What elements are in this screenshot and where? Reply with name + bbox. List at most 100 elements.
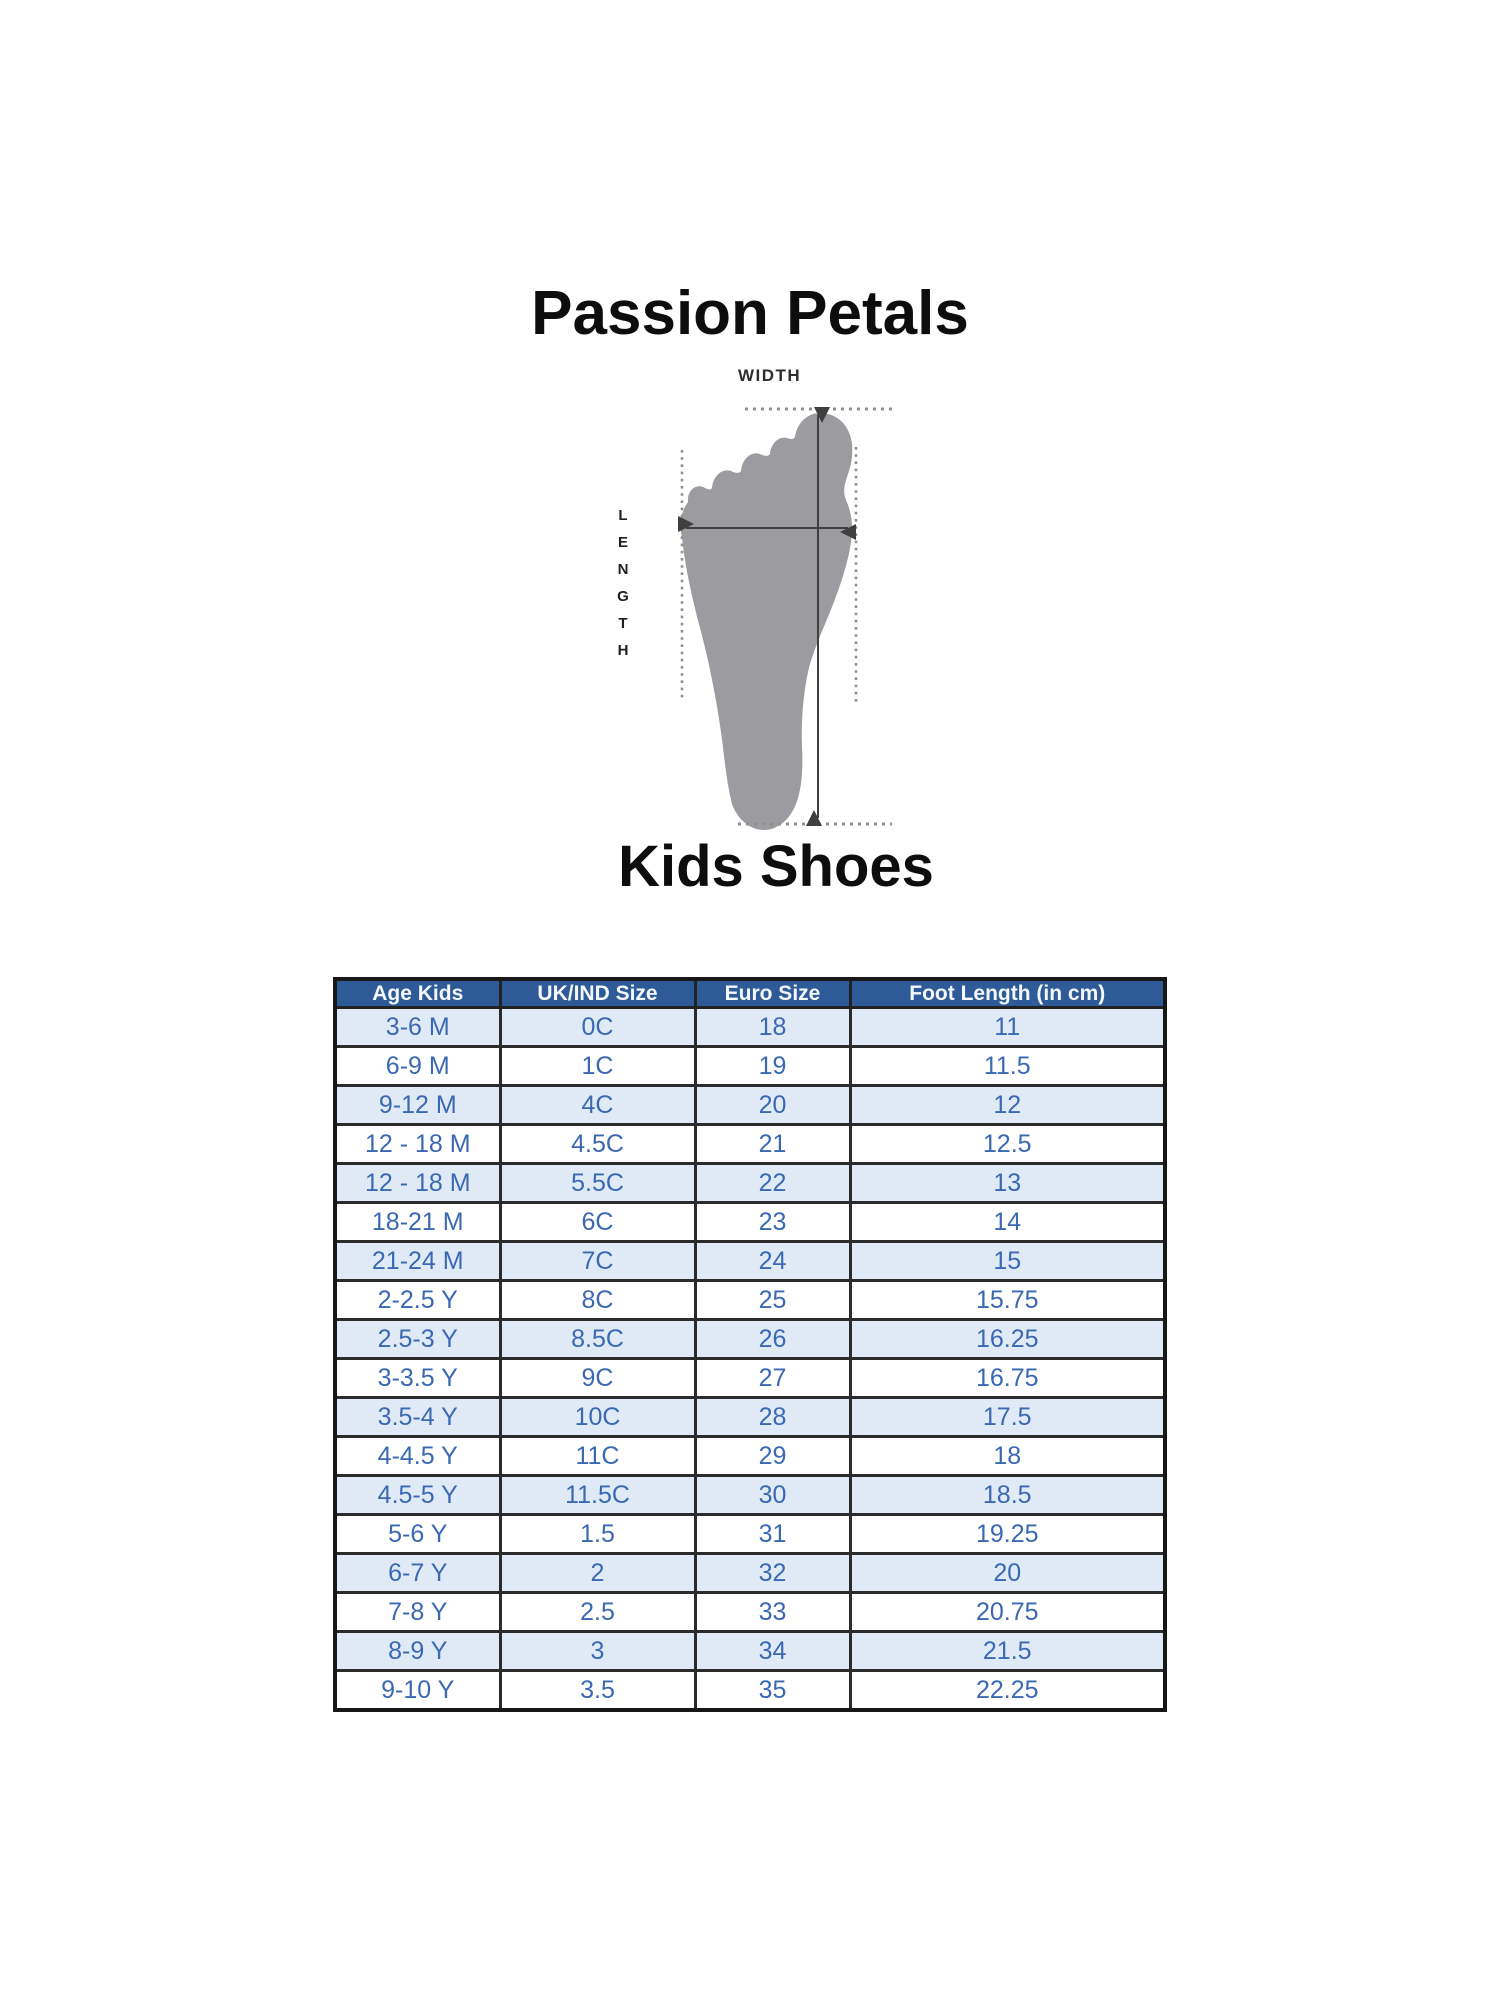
table-cell: 12 - 18 M — [333, 1123, 502, 1165]
table-row: 3-3.5 Y 9C 27 16.75 — [333, 1357, 1167, 1399]
table-row: 18-21 M 6C 23 14 — [333, 1201, 1167, 1243]
table-cell: 22 — [693, 1162, 852, 1204]
table-cell: 11C — [498, 1435, 697, 1477]
table-cell: 29 — [693, 1435, 852, 1477]
table-cell: 12.5 — [848, 1123, 1167, 1165]
table-cell: 3-3.5 Y — [333, 1357, 502, 1399]
table-cell: 26 — [693, 1318, 852, 1360]
table-row: 8-9 Y 3 34 21.5 — [333, 1630, 1167, 1672]
table-cell: 11.5C — [498, 1474, 697, 1516]
length-label-letter: L — [618, 507, 628, 524]
table-cell: 24 — [693, 1240, 852, 1282]
table-cell: 8.5C — [498, 1318, 697, 1360]
table-cell: 1.5 — [498, 1513, 697, 1555]
table-cell: 19 — [693, 1045, 852, 1087]
table-cell: 32 — [693, 1552, 852, 1594]
table-cell: 14 — [848, 1201, 1167, 1243]
footprint-shape — [680, 412, 853, 830]
table-cell: 17.5 — [848, 1396, 1167, 1438]
table-cell: 6-9 M — [333, 1045, 502, 1087]
table-cell: 6C — [498, 1201, 697, 1243]
table-cell: 2 — [498, 1552, 697, 1594]
table-cell: 18-21 M — [333, 1201, 502, 1243]
table-cell: 9C — [498, 1357, 697, 1399]
table-cell: 8-9 Y — [333, 1630, 502, 1672]
section-heading: Kids Shoes — [618, 834, 934, 899]
column-header: UK/IND Size — [498, 977, 697, 1009]
table-cell: 34 — [693, 1630, 852, 1672]
table-cell: 12 — [848, 1084, 1167, 1126]
table-cell: 21 — [693, 1123, 852, 1165]
size-chart-table: Age Kids UK/IND Size Euro Size Foot Length … — [333, 977, 1167, 1712]
table-row: 6-7 Y 2 32 20 — [333, 1552, 1167, 1594]
column-header: Foot Length (in cm) — [848, 977, 1167, 1009]
table-cell: 23 — [693, 1201, 852, 1243]
table-cell: 6-7 Y — [333, 1552, 502, 1594]
table-cell: 3 — [498, 1630, 697, 1672]
table-cell: 18 — [848, 1435, 1167, 1477]
table-cell: 11.5 — [848, 1045, 1167, 1087]
table-cell: 18.5 — [848, 1474, 1167, 1516]
table-cell: 11 — [848, 1006, 1167, 1048]
table-cell: 16.75 — [848, 1357, 1167, 1399]
table-cell: 4C — [498, 1084, 697, 1126]
table-cell: 7C — [498, 1240, 697, 1282]
table-cell: 20 — [693, 1084, 852, 1126]
table-cell: 19.25 — [848, 1513, 1167, 1555]
table-cell: 2.5-3 Y — [333, 1318, 502, 1360]
table-cell: 30 — [693, 1474, 852, 1516]
table-cell: 33 — [693, 1591, 852, 1633]
table-cell: 3-6 M — [333, 1006, 502, 1048]
table-cell: 3.5 — [498, 1669, 697, 1712]
table-cell: 5.5C — [498, 1162, 697, 1204]
table-cell: 28 — [693, 1396, 852, 1438]
table-cell: 2-2.5 Y — [333, 1279, 502, 1321]
table-cell: 21.5 — [848, 1630, 1167, 1672]
table-row: 21-24 M 7C 24 15 — [333, 1240, 1167, 1282]
table-cell: 15 — [848, 1240, 1167, 1282]
table-cell: 7-8 Y — [333, 1591, 502, 1633]
table-cell: 25 — [693, 1279, 852, 1321]
table-row: 2.5-3 Y 8.5C 26 16.25 — [333, 1318, 1167, 1360]
table-cell: 1C — [498, 1045, 697, 1087]
table-cell: 3.5-4 Y — [333, 1396, 502, 1438]
table-row: 9-10 Y 3.5 35 22.25 — [333, 1669, 1167, 1712]
table-cell: 20 — [848, 1552, 1167, 1594]
table-cell: 18 — [693, 1006, 852, 1048]
brand-title: Passion Petals — [531, 279, 969, 348]
table-header-row: Age Kids UK/IND Size Euro Size Foot Length … — [333, 977, 1167, 1009]
table-cell: 20.75 — [848, 1591, 1167, 1633]
table-cell: 4.5-5 Y — [333, 1474, 502, 1516]
table-cell: 9-12 M — [333, 1084, 502, 1126]
table-row: 9-12 M 4C 20 12 — [333, 1084, 1167, 1126]
foot-diagram-icon — [678, 407, 892, 830]
length-label-letter: E — [617, 534, 628, 551]
column-header: Age Kids — [333, 977, 502, 1009]
table-row: 4.5-5 Y 11.5C 30 18.5 — [333, 1474, 1167, 1516]
table-row: 4-4.5 Y 11C 29 18 — [333, 1435, 1167, 1477]
table-row: 7-8 Y 2.5 33 20.75 — [333, 1591, 1167, 1633]
table-cell: 35 — [693, 1669, 852, 1712]
length-label-letter: N — [617, 561, 629, 578]
length-label-letter: H — [617, 642, 629, 659]
table-row: 2-2.5 Y 8C 25 15.75 — [333, 1279, 1167, 1321]
table-row: 6-9 M 1C 19 11.5 — [333, 1045, 1167, 1087]
length-label-letter: T — [618, 615, 628, 632]
table-cell: 0C — [498, 1006, 697, 1048]
table-cell: 2.5 — [498, 1591, 697, 1633]
table-cell: 9-10 Y — [333, 1669, 502, 1712]
table-cell: 5-6 Y — [333, 1513, 502, 1555]
table-cell: 15.75 — [848, 1279, 1167, 1321]
table-cell: 21-24 M — [333, 1240, 502, 1282]
table-row: 12 - 18 M 5.5C 22 13 — [333, 1162, 1167, 1204]
table-cell: 16.25 — [848, 1318, 1167, 1360]
width-label: WIDTH — [738, 366, 802, 385]
table-row: 3.5-4 Y 10C 28 17.5 — [333, 1396, 1167, 1438]
table-cell: 12 - 18 M — [333, 1162, 502, 1204]
table-row: 3-6 M 0C 18 11 — [333, 1006, 1167, 1048]
column-header: Euro Size — [693, 977, 852, 1009]
table-row: 12 - 18 M 4.5C 21 12.5 — [333, 1123, 1167, 1165]
